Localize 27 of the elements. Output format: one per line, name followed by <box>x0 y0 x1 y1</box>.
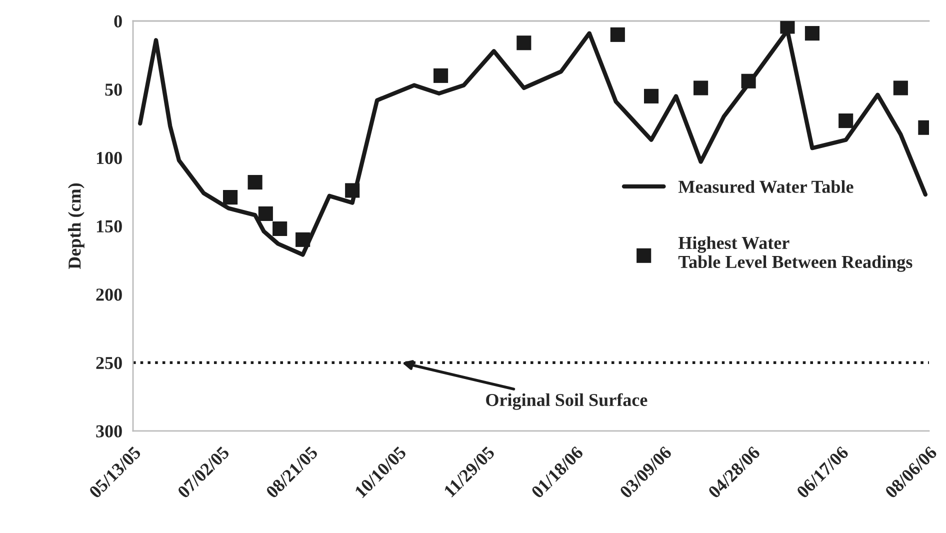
point <box>780 21 795 34</box>
y-tick-label: 200 <box>96 288 122 301</box>
legend-label: Highest Water Table Level Between Readings <box>678 236 912 272</box>
y-tick-label: 100 <box>96 152 122 164</box>
point <box>272 221 288 236</box>
y-tick-label: 300 <box>96 425 122 438</box>
point <box>223 190 238 205</box>
point <box>893 80 908 96</box>
point <box>804 26 820 41</box>
point <box>258 206 273 221</box>
y-tick-label: 0 <box>114 15 122 28</box>
point <box>248 174 262 190</box>
point <box>345 183 360 198</box>
y-tick-label: 250 <box>96 356 122 370</box>
point <box>741 74 756 88</box>
y-axis-title: Depth (cm) <box>68 183 84 270</box>
point <box>516 36 532 50</box>
point <box>644 88 659 104</box>
point <box>610 27 625 42</box>
point <box>838 113 854 128</box>
point <box>694 80 708 96</box>
annotation: Original Soil Surface <box>486 393 648 410</box>
y-tick-label: 50 <box>105 84 122 96</box>
point <box>433 68 448 83</box>
legend-label: Measured Water Table <box>678 180 854 194</box>
y-tick-label: 150 <box>96 220 122 232</box>
point <box>296 232 310 247</box>
